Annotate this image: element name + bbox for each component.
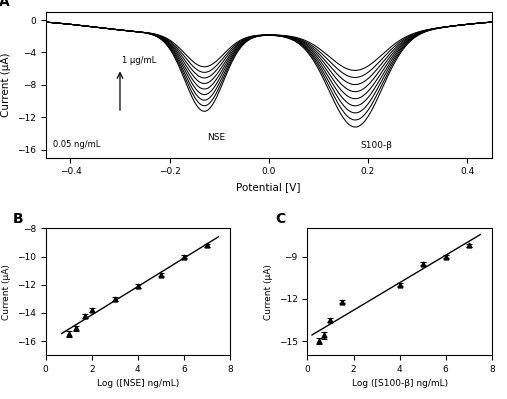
Text: B: B xyxy=(13,212,23,226)
X-axis label: Potential [V]: Potential [V] xyxy=(236,182,301,192)
Y-axis label: Current (μA): Current (μA) xyxy=(264,264,273,320)
Text: 0.05 ng/mL: 0.05 ng/mL xyxy=(53,140,100,149)
X-axis label: Log ([NSE] ng/mL): Log ([NSE] ng/mL) xyxy=(97,379,179,388)
Y-axis label: Current (μA): Current (μA) xyxy=(2,53,11,117)
Text: NSE: NSE xyxy=(207,133,225,142)
Text: 1 μg/mL: 1 μg/mL xyxy=(123,56,157,65)
Text: C: C xyxy=(275,212,285,226)
Text: S100-β: S100-β xyxy=(360,141,392,150)
X-axis label: Log ([S100-β] ng/mL): Log ([S100-β] ng/mL) xyxy=(351,379,448,388)
Text: A: A xyxy=(0,0,10,9)
Y-axis label: Current (μA): Current (μA) xyxy=(3,264,11,320)
